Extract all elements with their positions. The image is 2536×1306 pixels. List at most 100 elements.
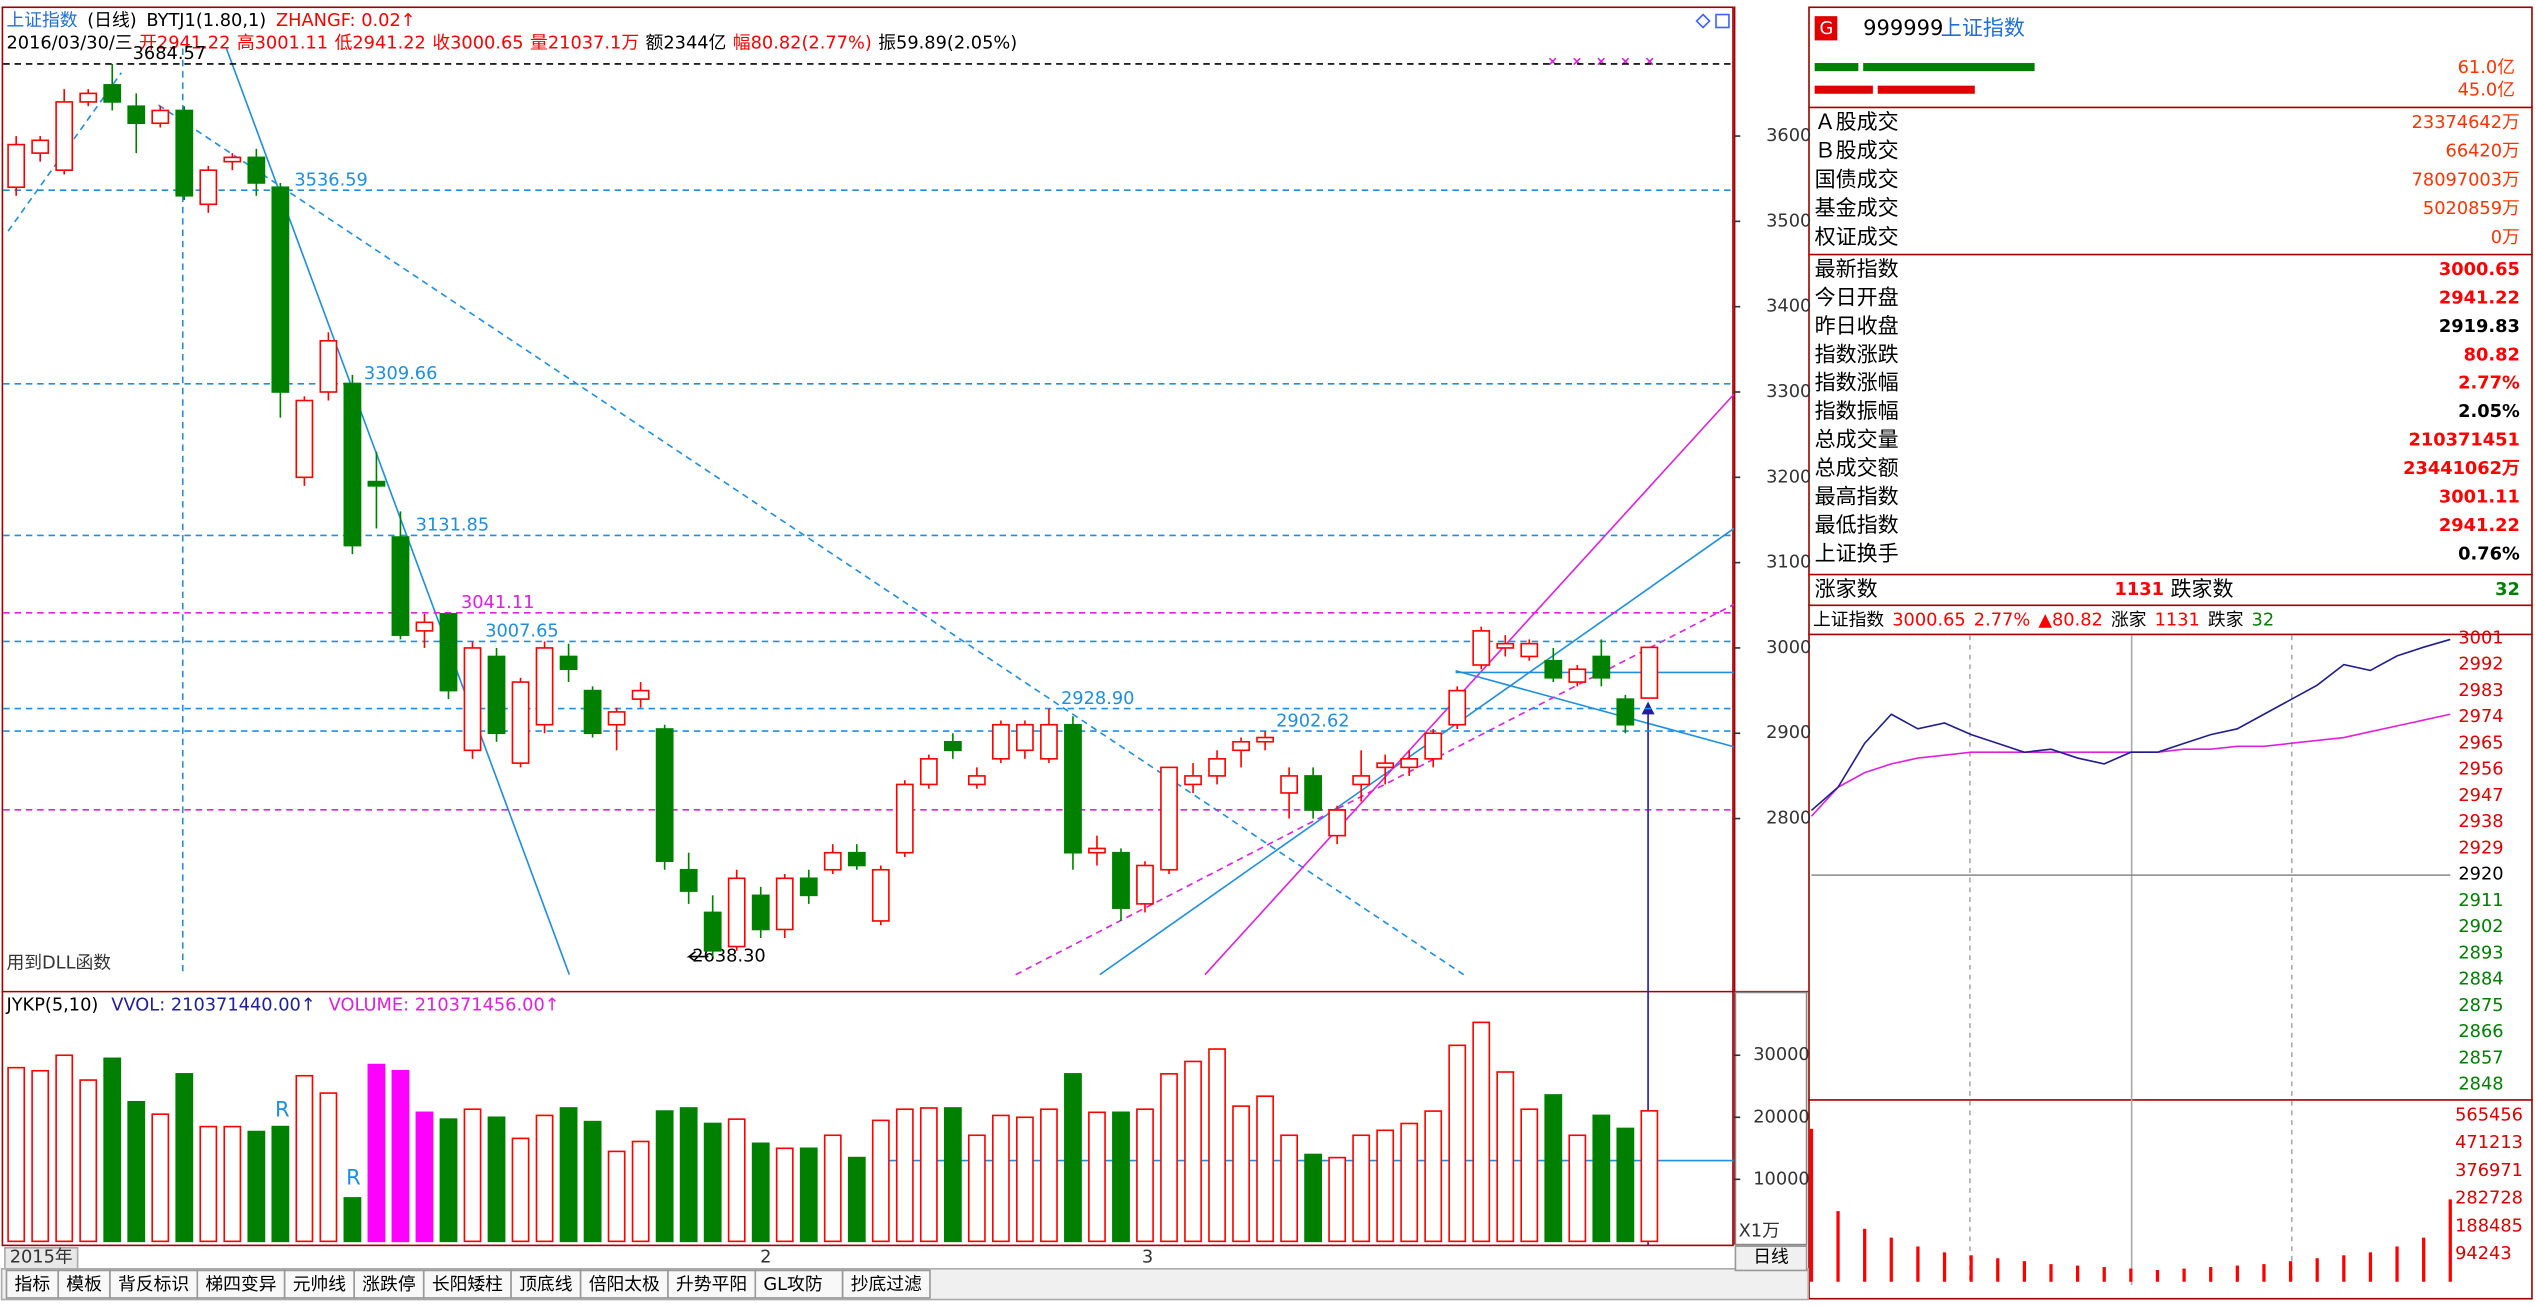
volume-bar xyxy=(1496,1071,1515,1243)
tab-label[interactable]: 模板 xyxy=(66,1274,102,1295)
volume-bar xyxy=(847,1156,866,1243)
candle-body xyxy=(1592,655,1611,679)
breadth-value: 1131 xyxy=(2115,579,2164,600)
text-item: 2.77% xyxy=(1974,610,2030,631)
level-label: 3536.59 xyxy=(294,169,367,190)
y-tick-label: 3000 xyxy=(1766,637,1811,658)
volume-bar xyxy=(343,1197,362,1243)
volume-bar xyxy=(271,1125,290,1243)
y-tick-label: 2900 xyxy=(1766,722,1811,743)
candle-body xyxy=(1328,809,1347,837)
tab[interactable] xyxy=(283,1269,356,1299)
candle-body xyxy=(967,775,986,786)
y-tick-label: 282728 xyxy=(2455,1188,2523,1209)
x-label: 2 xyxy=(760,1247,771,1268)
tab-label[interactable]: 涨跌停 xyxy=(362,1274,415,1295)
y-tick-label: 2857 xyxy=(2458,1047,2503,1068)
text-item: 上证指数 xyxy=(6,10,77,31)
candle-body xyxy=(1472,630,1491,666)
candle-body xyxy=(415,621,434,632)
candle-body xyxy=(1040,723,1058,760)
bar-label: 45.0亿 xyxy=(2458,80,2515,101)
candle-body xyxy=(31,139,50,154)
tab-label[interactable]: 抄底过滤 xyxy=(851,1274,922,1295)
volume-bar xyxy=(1112,1111,1130,1243)
y-tick-label: 2800 xyxy=(1766,808,1811,829)
badge: G xyxy=(1820,18,1834,39)
breadth-value: 32 xyxy=(2495,579,2520,600)
text-row: 上证指数 (日线) BYTJ1(1.80,1) ZHANGF: 0.02↑ xyxy=(6,10,415,31)
row-label: 上证换手 xyxy=(1815,540,1899,565)
tab-label[interactable]: 梯四变异 xyxy=(205,1274,276,1295)
volume-bar xyxy=(511,1137,530,1243)
tab-label[interactable]: 背反标识 xyxy=(118,1274,189,1295)
volume-bar xyxy=(967,1134,986,1243)
marker: R xyxy=(275,1096,290,1121)
row-label: 指数涨跌 xyxy=(1815,341,1899,366)
candle-body xyxy=(679,868,698,892)
strength-bar xyxy=(1814,85,1873,94)
candle-body xyxy=(1640,646,1659,699)
y-tick-label: 3100 xyxy=(1766,552,1811,573)
tab[interactable] xyxy=(109,1269,199,1299)
level-label: 3309.66 xyxy=(364,363,437,384)
tab[interactable] xyxy=(57,1269,111,1299)
volume-bar xyxy=(439,1118,458,1243)
candle-body xyxy=(1136,864,1154,905)
tab[interactable] xyxy=(754,1269,844,1299)
y-tick-label: 188485 xyxy=(2455,1215,2523,1236)
y-tick-label: 376971 xyxy=(2455,1160,2523,1181)
row-value: 23441062万 xyxy=(2403,458,2520,479)
tab-label[interactable]: GL攻防 xyxy=(763,1274,822,1295)
volume-bar xyxy=(1232,1105,1250,1243)
row-value: 80.82 xyxy=(2464,344,2520,365)
period-label[interactable]: 日线 xyxy=(1753,1247,1789,1268)
candle-body xyxy=(487,655,506,735)
tab-label[interactable]: 升势平阳 xyxy=(676,1274,747,1295)
volume-bar xyxy=(1616,1127,1635,1243)
candle-body xyxy=(391,536,410,636)
volume-bar xyxy=(1376,1129,1395,1243)
tab-label[interactable]: 长阳矮柱 xyxy=(432,1274,503,1295)
text-row: JYKP(5,10) VVOL: 210371440.00↑ VOLUME: 210… xyxy=(5,994,559,1015)
volume-bar xyxy=(1304,1153,1323,1243)
volume-bar xyxy=(127,1100,146,1243)
text-item: BYTJ1(1.80,1) xyxy=(146,10,266,31)
candle-body xyxy=(7,143,26,189)
candle-body xyxy=(1520,642,1539,658)
text-item: 振59.89(2.05%) xyxy=(878,33,1017,54)
volume-bar xyxy=(655,1110,674,1243)
volume-bar xyxy=(175,1073,194,1243)
candle-body xyxy=(343,382,362,547)
row-label: 国债成交 xyxy=(1815,166,1899,191)
row-value: 0万 xyxy=(2491,227,2520,248)
row-value: 78097003万 xyxy=(2412,169,2520,190)
row-label: Ｂ股成交 xyxy=(1815,138,1899,163)
name: 上证指数 xyxy=(1941,15,2025,40)
tab-label[interactable]: 顶底线 xyxy=(519,1274,573,1295)
volume-bar xyxy=(703,1122,722,1243)
volume-bar xyxy=(151,1113,170,1243)
candle-body xyxy=(151,109,170,125)
candle-body xyxy=(1064,723,1082,854)
volume-bar xyxy=(1040,1108,1058,1243)
marker: R xyxy=(346,1164,361,1189)
tab-label[interactable]: 指标 xyxy=(15,1274,51,1295)
candle-body xyxy=(631,689,650,700)
text-item: 幅80.82(2.77%) xyxy=(733,33,872,54)
tab[interactable] xyxy=(841,1269,931,1299)
level-label: 2902.62 xyxy=(1276,710,1349,731)
period-button[interactable] xyxy=(1734,1245,1808,1272)
volume-bar xyxy=(1520,1108,1539,1243)
volume-bar xyxy=(391,1069,410,1243)
tab-label[interactable]: 元帅线 xyxy=(293,1274,347,1295)
candle-body xyxy=(727,877,746,948)
candle-body xyxy=(1376,762,1395,769)
candle-body xyxy=(1424,732,1443,760)
tab-label[interactable]: 倍阳太极 xyxy=(589,1274,660,1295)
tab[interactable] xyxy=(579,1269,669,1299)
candle-body xyxy=(607,711,626,726)
volume-bar xyxy=(319,1092,338,1243)
volume-bar xyxy=(943,1107,962,1243)
candle-body xyxy=(103,84,122,103)
